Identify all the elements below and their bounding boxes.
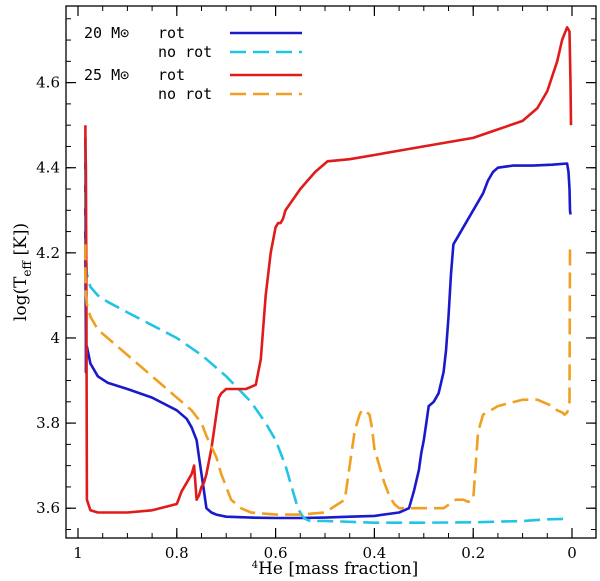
legend-group-label: 20 M⊙ <box>84 24 129 42</box>
y-tick-label: 4.4 <box>36 159 60 177</box>
x-tick-label: 0 <box>567 544 577 562</box>
legend-label: rot <box>158 24 185 42</box>
y-tick-label: 3.8 <box>36 414 60 432</box>
legend-group-label: 25 M⊙ <box>84 66 129 84</box>
y-tick-label: 4 <box>50 329 60 347</box>
series-line-20-msun-rot <box>84 137 572 520</box>
y-tick-label: 3.6 <box>36 499 60 517</box>
y-axis-label: log(Teff [K]) <box>11 223 34 321</box>
legend-label: no rot <box>158 85 212 103</box>
series-layer <box>84 25 573 525</box>
x-tick-label: 1 <box>73 544 83 562</box>
series-line-25-msun-no-rot <box>84 244 572 516</box>
y-tick-label: 4.2 <box>36 244 60 262</box>
x-axis-label: 4He [mass fraction] <box>252 559 419 579</box>
series-line-25-msun-rot <box>84 25 573 514</box>
legend-label: rot <box>158 66 185 84</box>
axis-ticks: 1 0.8 0.6 0.4 0.2 0 3.6 3.8 4 4.2 4.4 4.6 <box>36 6 596 562</box>
x-tick-label: 0.2 <box>461 544 485 562</box>
legend-label: no rot <box>158 43 212 61</box>
x-tick-label: 0.6 <box>264 544 288 562</box>
x-tick-label: 0.8 <box>165 544 189 562</box>
plot-frame <box>65 5 597 539</box>
series-line-20-msun-no-rot <box>84 146 570 525</box>
y-tick-label: 4.6 <box>36 74 60 92</box>
x-tick-label: 0.4 <box>362 544 386 562</box>
